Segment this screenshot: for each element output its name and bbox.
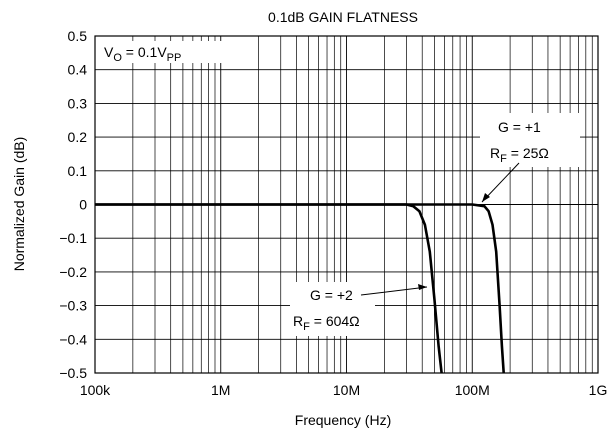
y-axis-label: Normalized Gain (dB) <box>11 137 27 272</box>
y-tick-label: −0.1 <box>59 230 87 246</box>
x-tick-label: 1G <box>589 382 608 398</box>
x-axis-label: Frequency (Hz) <box>295 412 391 428</box>
gain-curve-1 <box>95 203 443 374</box>
x-tick-label: 100M <box>455 382 490 398</box>
annotation-g2-arrowhead <box>418 284 427 290</box>
x-tick-labels: 100k 1M 10M 100M 1G <box>80 382 608 398</box>
y-tick-label: 0.4 <box>68 62 88 78</box>
y-tick-label: 0 <box>79 197 87 213</box>
y-tick-label: −0.5 <box>59 365 87 381</box>
annotation-g2-arrow <box>360 286 428 296</box>
y-tick-labels: 0.5 0.4 0.3 0.2 0.1 0 −0.1 −0.2 −0.3 −0.4 −0.5 <box>59 28 87 381</box>
annotation-g2-line1: G = +2 <box>310 287 353 303</box>
plot-frame <box>94 35 599 374</box>
annotation-g1-line1: G = +1 <box>498 119 541 135</box>
annotation-g2-bg <box>290 282 375 336</box>
condition-label: VO = 0.1VPP <box>104 44 181 64</box>
gain-curve-2 <box>95 203 505 374</box>
annotation-g2-line2: RF = 604Ω <box>293 313 360 333</box>
x-tick-label: 10M <box>333 382 360 398</box>
curves <box>95 203 505 374</box>
chart-title: 0.1dB GAIN FLATNESS <box>268 9 418 25</box>
x-tick-label: 1M <box>211 382 230 398</box>
y-tick-label: −0.3 <box>59 298 87 314</box>
annotation-g1-arrow <box>481 162 520 203</box>
y-tick-label: 0.2 <box>68 129 88 145</box>
annotation-g1-line2: RF = 25Ω <box>490 145 549 165</box>
y-tick-label: 0.5 <box>68 28 88 44</box>
annotation-g1-bg <box>480 113 580 167</box>
x-tick-label: 100k <box>80 382 111 398</box>
y-tick-label: 0.3 <box>68 95 88 111</box>
y-tick-label: −0.2 <box>59 264 87 280</box>
y-tick-label: 0.1 <box>68 163 88 179</box>
condition-label-bg <box>100 41 224 63</box>
annotation-g1-arrowhead <box>482 193 490 202</box>
y-tick-label: −0.4 <box>59 331 87 347</box>
